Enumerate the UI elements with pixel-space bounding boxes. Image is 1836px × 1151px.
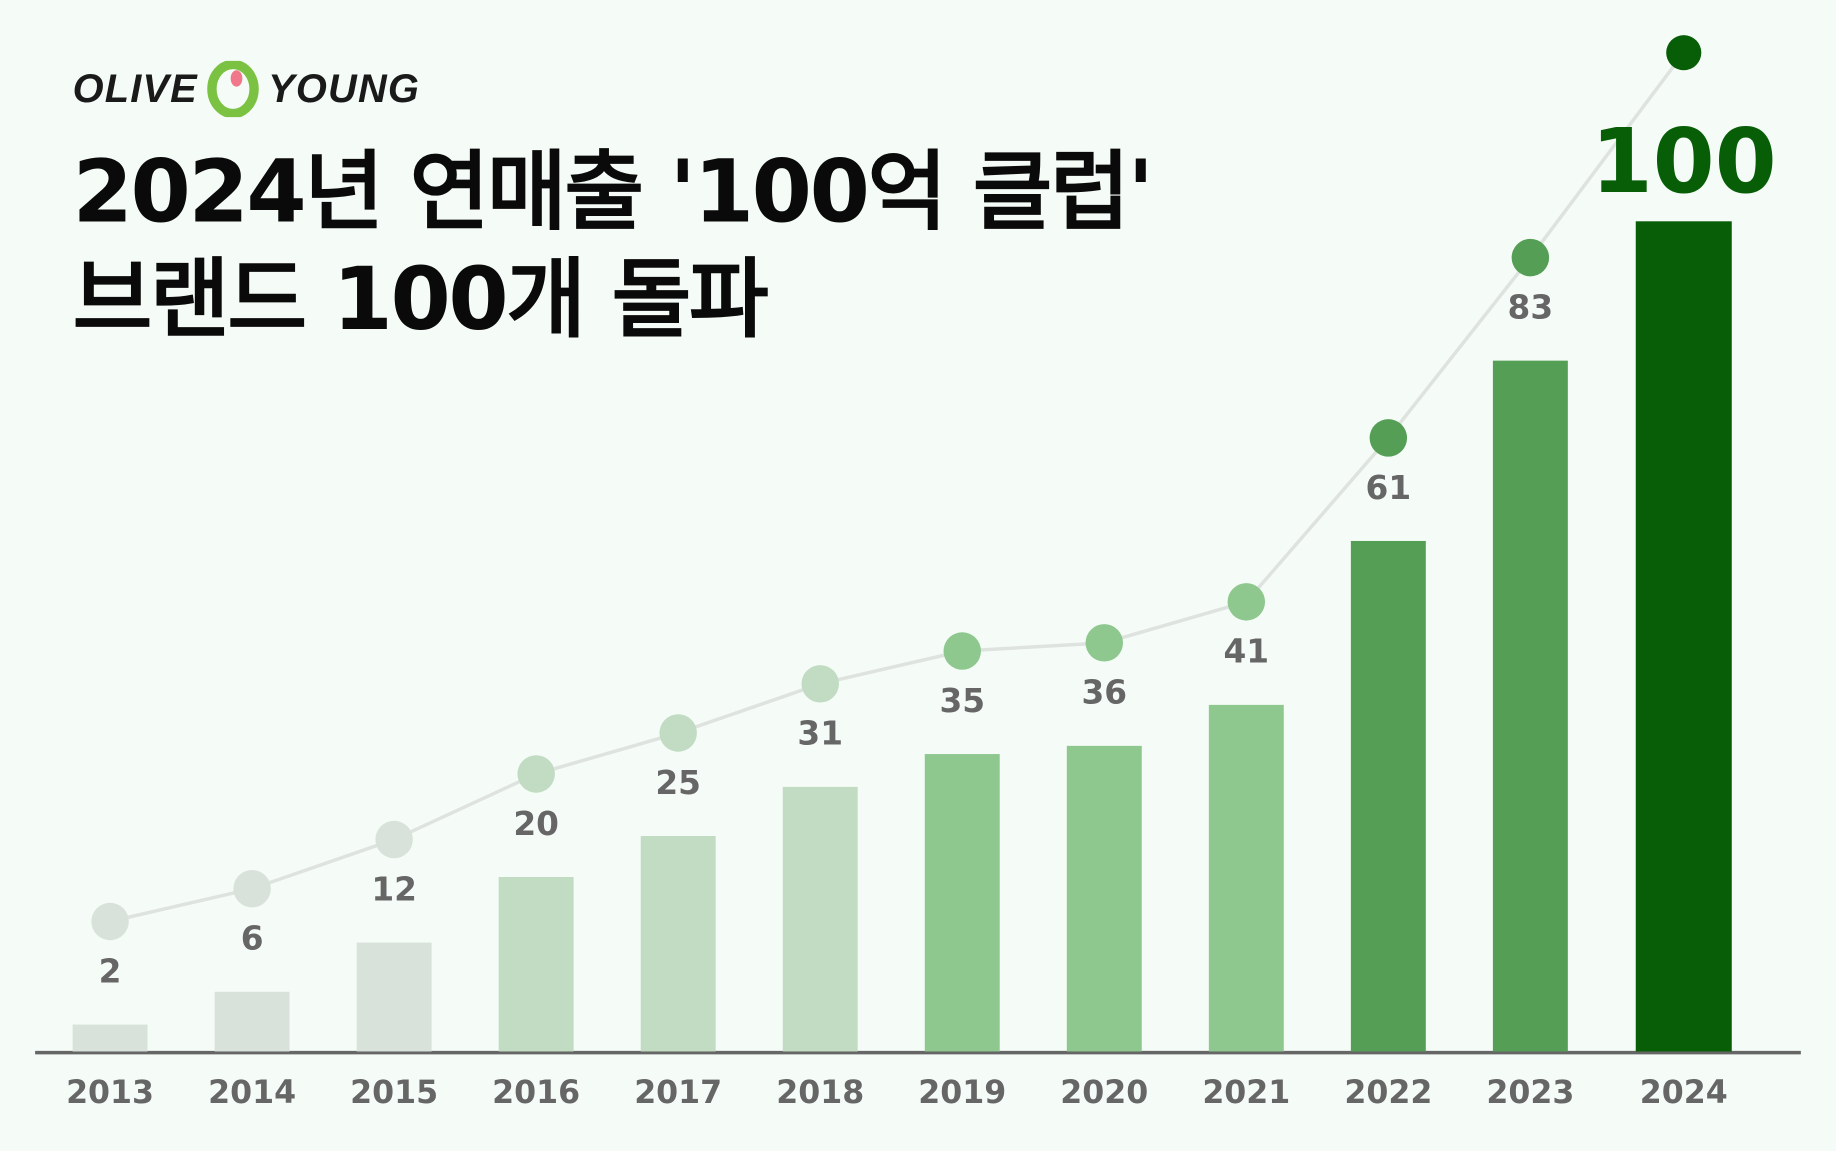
bar-2023	[1492, 360, 1568, 1052]
dot-2017	[659, 714, 697, 752]
x-tick-label-2024: 2024	[1640, 1075, 1728, 1111]
data-label-2019: 35	[939, 682, 985, 720]
bar-2014	[214, 991, 290, 1052]
data-label-2020: 36	[1081, 674, 1127, 712]
x-tick-label-2016: 2016	[492, 1075, 580, 1111]
x-tick-label-2020: 2020	[1060, 1075, 1148, 1111]
bar-2022	[1350, 540, 1426, 1052]
data-label-2015: 12	[371, 870, 417, 908]
data-label-2017: 25	[655, 764, 701, 802]
data-label-2021: 41	[1224, 633, 1270, 671]
olive-logo-icon	[207, 60, 259, 118]
data-label-2023: 83	[1508, 288, 1554, 326]
dot-2022	[1369, 419, 1408, 457]
olive-young-logo: OLIVE YOUNG	[72, 60, 421, 118]
data-label-2018: 31	[797, 715, 843, 753]
dot-2019	[943, 632, 981, 670]
bar-2021	[1208, 704, 1284, 1052]
x-tick-label-2013: 2013	[66, 1075, 154, 1111]
bar-2024	[1635, 221, 1732, 1052]
trend-line	[109, 51, 1686, 924]
data-label-2016: 20	[513, 805, 559, 843]
bar-2015	[356, 942, 432, 1052]
x-tick-label-2017: 2017	[634, 1075, 722, 1111]
bar-2018	[782, 786, 858, 1052]
dot-2014	[233, 869, 271, 908]
bar-2020	[1066, 745, 1142, 1052]
dot-2016	[517, 755, 555, 793]
logo-text-right: YOUNG	[268, 66, 421, 111]
x-tick-label-2014: 2014	[208, 1075, 296, 1111]
logo-text-left: OLIVE	[72, 66, 198, 111]
x-tick-label-2021: 2021	[1202, 1075, 1290, 1111]
data-label-2024: 100	[1591, 109, 1777, 213]
x-tick-label-2015: 2015	[350, 1075, 438, 1111]
title-line-2: 브랜드 100개 돌파	[72, 249, 769, 351]
dot-2015	[375, 820, 413, 859]
page-title: 2024년 연매출 '100억 클럽' 브랜드 100개 돌파	[72, 138, 1154, 353]
x-tick-label-2019: 2019	[918, 1075, 1006, 1111]
bar-2019	[924, 754, 1000, 1052]
data-label-2022: 61	[1366, 469, 1412, 507]
x-tick-label-2018: 2018	[776, 1075, 864, 1111]
bar-2013	[72, 1024, 148, 1052]
dot-2018	[801, 665, 839, 703]
dot-2023	[1511, 238, 1550, 277]
data-label-2013: 2	[99, 952, 122, 990]
data-label-2014: 6	[241, 920, 264, 958]
dot-2020	[1085, 624, 1124, 662]
bar-2016	[498, 877, 574, 1052]
dot-2013	[91, 902, 129, 941]
x-tick-label-2022: 2022	[1344, 1075, 1432, 1111]
title-line-1: 2024년 연매출 '100억 클럽'	[72, 141, 1154, 243]
dot-2024	[1666, 35, 1702, 71]
dot-2021	[1227, 583, 1266, 621]
x-tick-label-2023: 2023	[1486, 1075, 1574, 1111]
bar-2017	[640, 836, 716, 1052]
